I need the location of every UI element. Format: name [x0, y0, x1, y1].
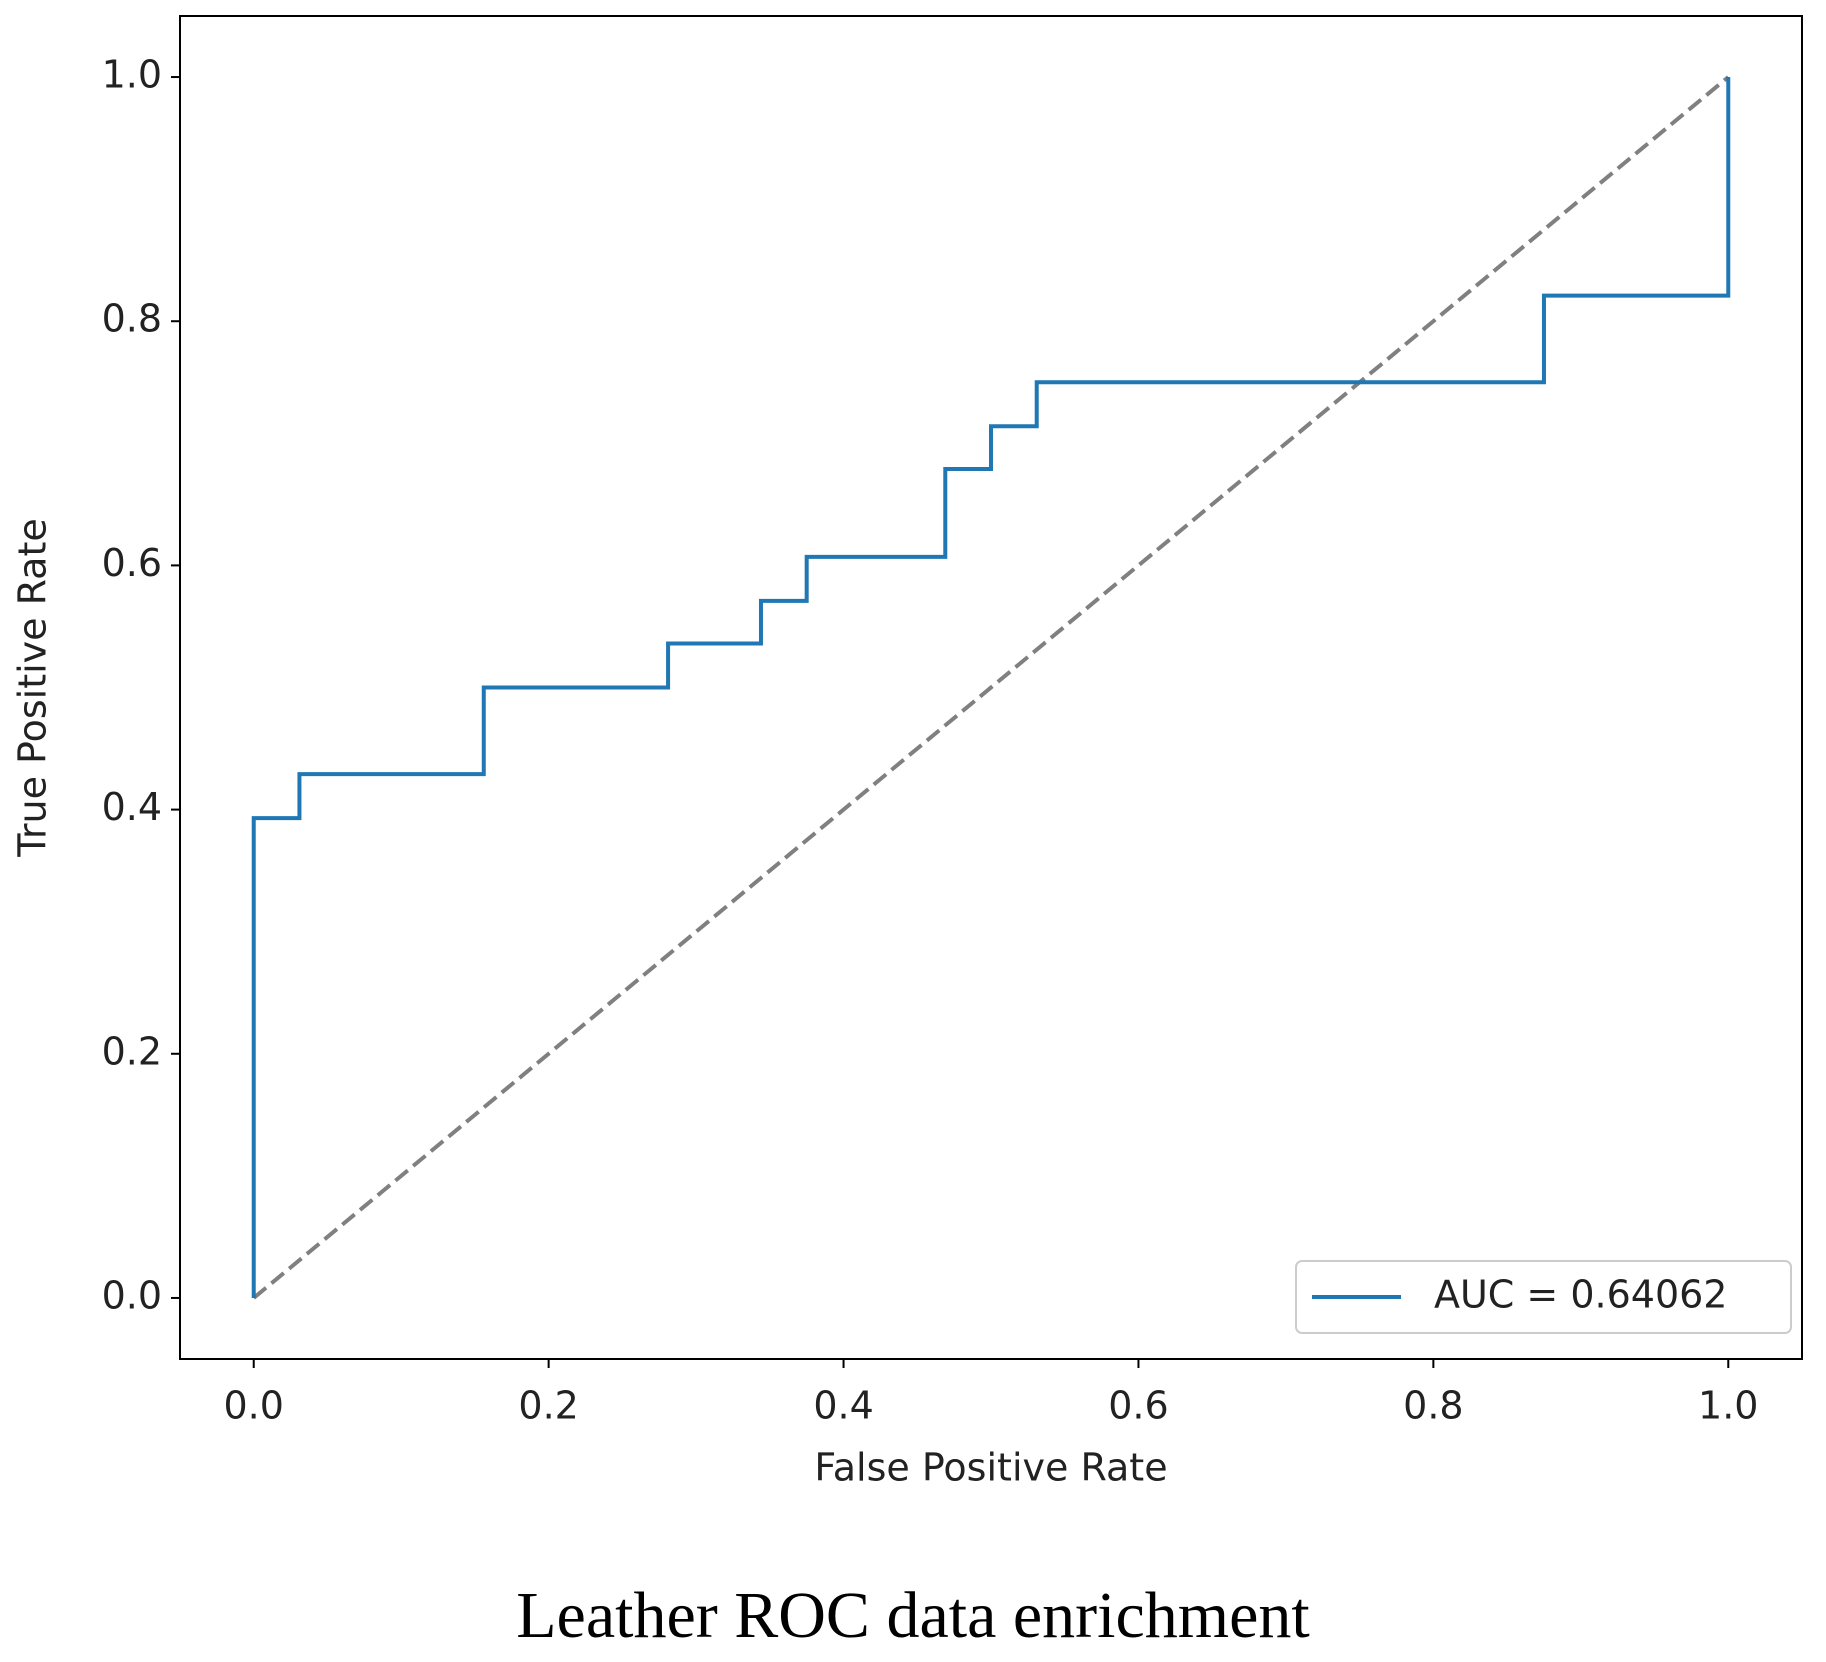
x-tick-label: 0.6 — [1108, 1384, 1168, 1428]
x-tick-label: 0.8 — [1403, 1384, 1463, 1428]
x-tick-label: 0.2 — [518, 1384, 578, 1428]
plot-frame — [179, 15, 1803, 1360]
legend-box — [1295, 1260, 1792, 1334]
y-axis-label: True Positive Rate — [11, 518, 55, 858]
legend-label: AUC = 0.64062 — [1434, 1273, 1727, 1317]
x-axis-label: False Positive Rate — [814, 1446, 1167, 1490]
y-tick-label: 0.0 — [102, 1273, 162, 1317]
x-tick-label: 1.0 — [1698, 1384, 1758, 1428]
roc-line — [251, 77, 1731, 1298]
x-tick-label: 0.0 — [224, 1384, 284, 1428]
x-tick-label: 0.4 — [813, 1384, 873, 1428]
y-tick-label: 0.8 — [102, 297, 162, 341]
y-tick-label: 1.0 — [102, 53, 162, 97]
diagonal-line — [252, 75, 1730, 1300]
y-tick-label: 0.4 — [102, 785, 162, 829]
caption: Leather ROC data enrichment — [516, 1579, 1310, 1652]
y-tick-label: 0.2 — [102, 1029, 162, 1073]
y-tick-label: 0.6 — [102, 541, 162, 585]
